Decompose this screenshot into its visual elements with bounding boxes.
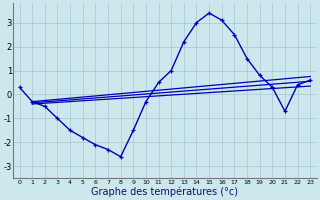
X-axis label: Graphe des températures (°c): Graphe des températures (°c) [92, 186, 238, 197]
